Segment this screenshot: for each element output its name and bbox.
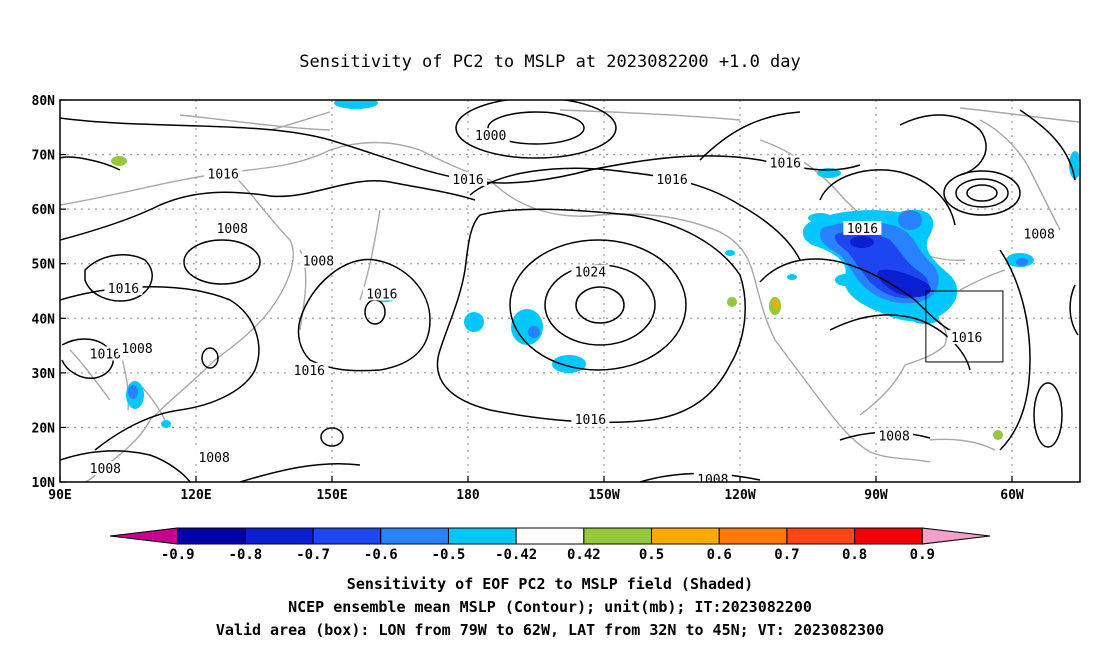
contour-label-bg xyxy=(204,166,243,181)
lon-tick-label: 90E xyxy=(48,488,71,503)
contour-label-bg xyxy=(471,128,510,143)
contour-label: 1008 xyxy=(121,342,152,357)
map-frame xyxy=(59,99,1081,483)
colorbar-swatch xyxy=(312,527,382,545)
contour-label-bg xyxy=(290,362,329,377)
lat-axis: 80N 70N 60N 50N 40N 30N 20N 10N xyxy=(32,94,66,491)
contour-label: 1016 xyxy=(366,287,397,302)
colorbar-label: -0.7 xyxy=(296,547,330,563)
contour-label-bg xyxy=(766,155,805,170)
colorbar-swatch-max-arrow xyxy=(921,527,991,545)
colorbar-swatch xyxy=(718,527,788,545)
contour-label-bg xyxy=(571,411,610,426)
valid-area-box xyxy=(925,290,1004,363)
contour-label-bg xyxy=(693,472,732,482)
figure-title: Sensitivity of PC2 to MSLP at 2023082200… xyxy=(299,52,801,72)
contour-label-bg xyxy=(299,253,338,268)
lat-tick-label: 20N xyxy=(32,421,56,436)
contour-label: 1016 xyxy=(575,413,606,428)
lon-tick-label: 150W xyxy=(588,488,619,503)
contour-label-bg xyxy=(449,171,487,186)
lat-tick-label: 50N xyxy=(32,258,56,273)
caption-line-1: Sensitivity of EOF PC2 to MSLP field (Sh… xyxy=(347,575,753,593)
contour-label: 1008 xyxy=(1024,227,1055,242)
contour-label: 1008 xyxy=(90,462,121,477)
contour-label: 1016 xyxy=(208,167,239,182)
contour-label: 1000 xyxy=(475,129,506,144)
contour-label-bg xyxy=(947,330,986,345)
contour-label-bg xyxy=(843,220,882,235)
colorbar-label: -0.5 xyxy=(432,547,466,563)
contour-label-bg xyxy=(213,220,252,235)
contour-label-bg xyxy=(653,171,691,186)
contour-label-bg xyxy=(875,428,914,443)
lat-tick-label: 80N xyxy=(32,94,56,109)
caption-line-2: NCEP ensemble mean MSLP (Contour); unit(… xyxy=(288,598,812,616)
lon-tick-label: 120W xyxy=(724,488,755,503)
contour-label: 1016 xyxy=(452,173,483,188)
contour-label: 1008 xyxy=(198,451,229,466)
colorbar-label: 0.42 xyxy=(567,547,601,563)
colorbar: -0.9 -0.8 -0.7 -0.6 -0.5 -0.42 0.42 0.5 0.6 0.7 0.… xyxy=(109,527,991,563)
contour-label: 1016 xyxy=(294,364,325,379)
contour-label: 1016 xyxy=(951,331,982,346)
contour-label: 1008 xyxy=(303,255,334,270)
lat-lon-grid xyxy=(60,100,1080,482)
contour-label-bg xyxy=(104,281,143,295)
contour-label-bg xyxy=(571,264,610,279)
colorbar-swatch xyxy=(177,527,246,545)
contour-label-bg xyxy=(1020,226,1059,241)
lon-tick-label: 150E xyxy=(316,488,347,503)
contour-label: 1024 xyxy=(575,266,606,281)
contour-label: 1016 xyxy=(770,156,801,171)
colorbar-swatch xyxy=(515,527,585,545)
lon-tick-label: 60W xyxy=(1000,488,1024,503)
contour-label-bg xyxy=(362,286,401,301)
contour-label: 1008 xyxy=(878,429,909,444)
colorbar-swatch xyxy=(651,527,720,545)
colorbar-label: -0.42 xyxy=(495,547,537,563)
colorbar-swatch xyxy=(244,527,314,545)
lat-tick-label: 60N xyxy=(32,203,56,218)
lon-tick-label: 90W xyxy=(864,488,888,503)
contour-label: 1016 xyxy=(108,282,139,297)
contour-label-bg xyxy=(86,461,125,476)
contour-label: 1016 xyxy=(656,173,687,188)
contour-label: 1008 xyxy=(217,222,248,237)
lat-tick-label: 10N xyxy=(32,476,56,491)
colorbar-swatch xyxy=(854,527,923,545)
contour-label: 1008 xyxy=(697,473,728,488)
lat-tick-label: 40N xyxy=(32,312,56,327)
colorbar-label: 0.7 xyxy=(774,547,799,563)
colorbar-label: 0.8 xyxy=(842,547,867,563)
sensitivity-shading xyxy=(111,100,1080,440)
caption-line-3: Valid area (box): LON from 79W to 62W, L… xyxy=(216,621,884,639)
contour-label-bg xyxy=(118,341,157,356)
colorbar-swatch xyxy=(786,527,856,545)
contour-label-bg xyxy=(195,450,234,465)
lat-tick-label: 70N xyxy=(32,149,56,164)
contour-label-bg xyxy=(86,346,125,361)
colorbar-swatch-min-arrow xyxy=(109,527,179,545)
colorbar-label: -0.8 xyxy=(229,547,263,563)
mslp-contours xyxy=(60,100,1079,482)
colorbar-swatch xyxy=(447,527,517,545)
lon-tick-label: 120E xyxy=(180,488,211,503)
lat-tick-label: 30N xyxy=(32,367,56,382)
lon-axis: 90E 120E 150E 180 150W 120W 90W 60W xyxy=(48,476,1024,503)
colorbar-swatch xyxy=(380,527,449,545)
colorbar-label: 0.6 xyxy=(707,547,732,563)
colorbar-label: -0.9 xyxy=(161,547,195,563)
colorbar-label: -0.6 xyxy=(364,547,398,563)
colorbar-label: 0.9 xyxy=(910,547,935,563)
colorbar-swatch xyxy=(583,527,653,545)
contour-label: 1016 xyxy=(847,222,878,237)
colorbar-label: 0.5 xyxy=(639,547,664,563)
contour-label: 1016 xyxy=(90,347,121,362)
lon-tick-label: 180 xyxy=(456,488,480,503)
